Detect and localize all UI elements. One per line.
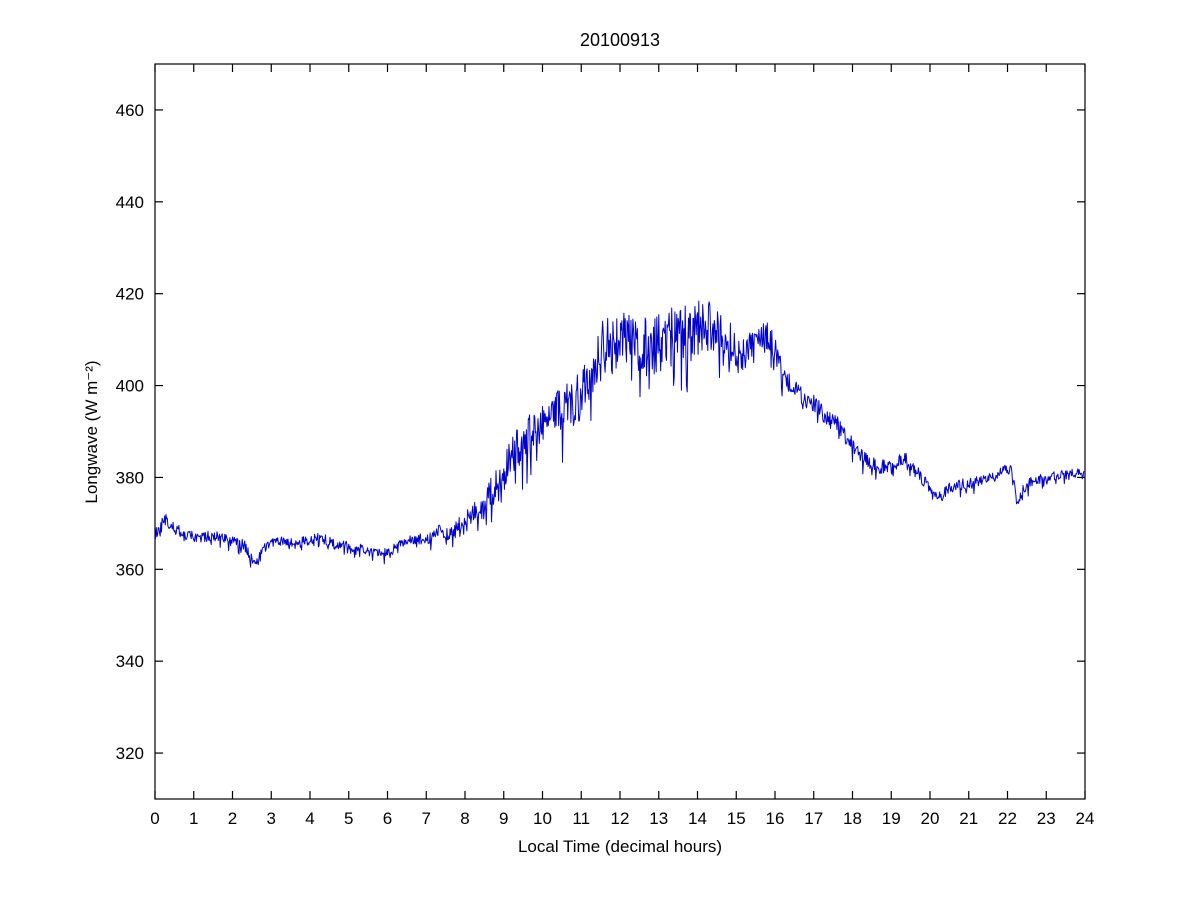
y-tick-label: 360 (116, 560, 144, 579)
y-tick-label: 440 (116, 193, 144, 212)
x-tick-label: 8 (460, 809, 469, 828)
x-tick-label: 11 (572, 809, 590, 828)
x-tick-label: 0 (150, 809, 159, 828)
x-tick-label: 14 (688, 809, 707, 828)
plot-box (154, 63, 1086, 800)
y-tick-label: 380 (116, 468, 144, 487)
series-group (154, 300, 1085, 568)
y-tick-label: 460 (116, 101, 144, 120)
x-tick-label: 20 (921, 809, 940, 828)
x-tick-label: 18 (843, 809, 862, 828)
x-tick-label: 17 (804, 809, 823, 828)
x-tick-label: 5 (344, 809, 353, 828)
chart-title: 20100913 (580, 30, 660, 50)
y-tick-label: 340 (116, 652, 144, 671)
y-tick-label: 400 (116, 377, 144, 396)
y-tick-label: 420 (116, 285, 144, 304)
x-tick-label: 12 (611, 809, 630, 828)
x-tick-label: 16 (766, 809, 785, 828)
x-tick-label: 4 (305, 809, 314, 828)
x-tick-label: 13 (649, 809, 668, 828)
x-tick-label: 21 (959, 809, 978, 828)
axis-ticks: 0 1 2 3 4 5 6 7 8 9 10 11 12 13 14 15 16 17 18 19 20 21 22 23 24… (116, 64, 1095, 828)
x-tick-label: 19 (882, 809, 901, 828)
y-axis-label: Longwave (W m⁻²) (82, 360, 101, 503)
x-tick-label: 24 (1076, 809, 1095, 828)
x-tick-label: 9 (499, 809, 508, 828)
x-tick-label: 10 (533, 809, 552, 828)
x-tick-label: 23 (1037, 809, 1056, 828)
x-tick-label: 6 (383, 809, 392, 828)
x-tick-label: 1 (189, 809, 198, 828)
x-tick-label: 15 (727, 809, 746, 828)
x-tick-label: 3 (267, 809, 276, 828)
y-tick-label: 320 (116, 744, 144, 763)
x-tick-label: 7 (422, 809, 431, 828)
x-axis-label: Local Time (decimal hours) (518, 837, 722, 856)
x-tick-label: 2 (228, 809, 237, 828)
longwave-series-line (154, 300, 1085, 568)
x-tick-label: 22 (998, 809, 1017, 828)
